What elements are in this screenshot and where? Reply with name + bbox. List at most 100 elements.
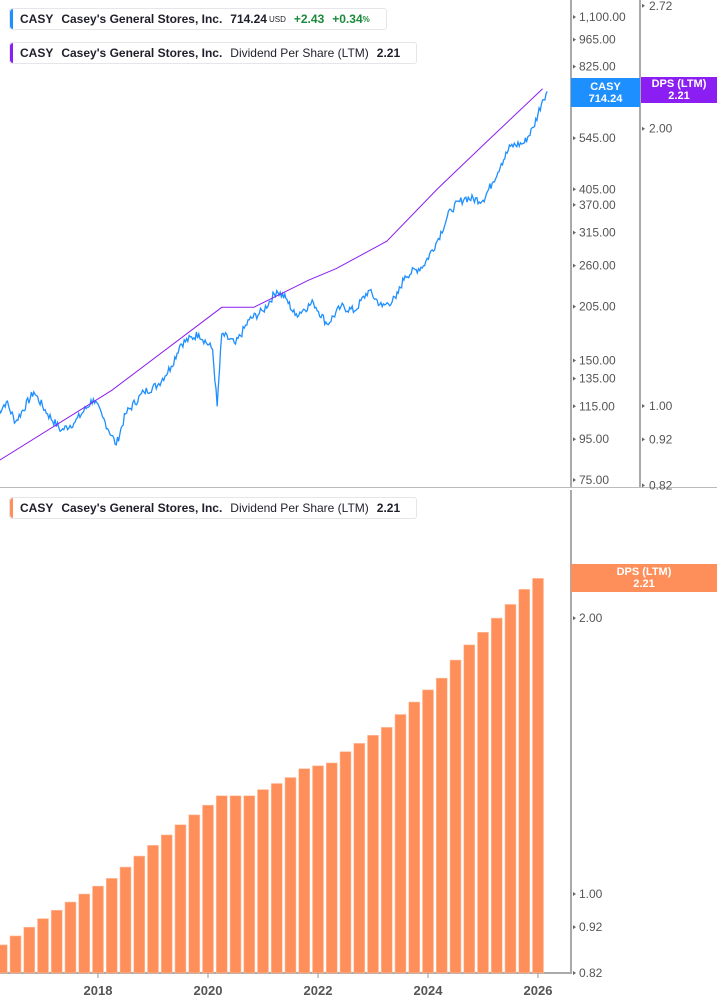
dps-badge-top: DPS (LTM) 2.21: [641, 77, 717, 103]
dps-bar: [367, 734, 379, 974]
tick-marker: [573, 404, 576, 409]
price-line: [0, 91, 548, 446]
legend-metric: Dividend Per Share (LTM): [230, 501, 369, 515]
dps-bar: [449, 659, 462, 974]
price-tick-label: 315.00: [579, 226, 616, 240]
dps-bottom-tick-label: 0.92: [579, 920, 603, 934]
legend-ticker: CASY: [20, 46, 54, 60]
dps-badge-label: DPS (LTM): [616, 566, 672, 578]
price-tick-label: 260.00: [579, 259, 616, 273]
tick-marker: [642, 126, 645, 131]
dps-bar: [339, 751, 352, 974]
dps-legend-bottom[interactable]: CASY Casey's General Stores, Inc. Divide…: [9, 497, 418, 519]
dps-bar: [188, 814, 201, 974]
dps-bar: [147, 845, 159, 974]
dps-badge-value: 2.21: [633, 578, 655, 590]
dps-bar: [353, 743, 366, 974]
dps-bar: [64, 901, 77, 974]
dps-bar: [78, 893, 91, 974]
dps-badge-value: 2.21: [668, 90, 690, 102]
price-legend[interactable]: CASY Casey's General Stores, Inc. 714.24…: [9, 8, 387, 30]
legend-price: 714.24: [230, 12, 267, 26]
price-tick-label: 405.00: [579, 182, 616, 196]
price-tick-label: 1,100.00: [579, 10, 626, 24]
time-tick-label: 2018: [84, 983, 113, 998]
tick-marker: [573, 437, 576, 442]
dps-badge-bottom: DPS (LTM) 2.21: [571, 564, 717, 592]
dps-bar: [215, 795, 228, 974]
dps-bar: [435, 677, 448, 974]
tick-marker: [573, 304, 576, 309]
dps-bar: [160, 834, 173, 974]
dps-bar: [380, 727, 393, 974]
dps-bar: [518, 589, 531, 974]
series-color-marker: [10, 43, 13, 63]
dps-bar: [532, 578, 544, 974]
tick-marker: [573, 136, 576, 141]
dps-tick-label: 2.72: [649, 0, 673, 13]
price-badge-ticker: CASY: [590, 80, 621, 93]
series-color-marker: [10, 9, 13, 29]
dps-tick-label: 1.00: [649, 399, 673, 413]
dps-bar: [105, 878, 118, 974]
dps-bar: [50, 909, 63, 974]
legend-metric: Dividend Per Share (LTM): [230, 46, 369, 60]
dps-bar: [119, 866, 132, 974]
dps-bottom-tick-label: 2.00: [579, 611, 603, 625]
price-tick-label: 150.00: [579, 354, 616, 368]
time-tick-label: 2026: [524, 983, 553, 998]
dps-bottom-tick-label: 0.82: [579, 966, 603, 980]
dps-bar: [298, 768, 311, 974]
dps-bar: [325, 762, 338, 974]
tick-marker: [573, 15, 576, 20]
dps-bar: [257, 789, 269, 974]
tick-marker: [573, 230, 576, 235]
dps-bar: [477, 632, 489, 974]
tick-marker: [573, 478, 576, 482]
price-tick-label: 75.00: [579, 473, 609, 487]
price-tick-label: 545.00: [579, 131, 616, 145]
tick-marker: [573, 187, 576, 192]
series-color-marker: [10, 498, 13, 518]
tick-marker: [573, 616, 576, 621]
legend-pct-sign: %: [362, 14, 370, 24]
dps-bar: [0, 944, 8, 974]
dps-tick-label: 0.82: [649, 478, 673, 492]
legend-value: 2.21: [376, 501, 401, 515]
legend-currency: USD: [268, 14, 286, 24]
tick-marker: [642, 3, 645, 8]
legend-company: Casey's General Stores, Inc.: [61, 46, 223, 60]
dps-bar: [312, 765, 324, 974]
dps-tick-label: 0.92: [649, 432, 673, 446]
legend-value: 2.21: [376, 46, 401, 60]
price-tick-label: 965.00: [579, 33, 616, 47]
tick-marker: [573, 970, 576, 975]
dps-bar: [202, 804, 214, 974]
dps-bar: [422, 689, 434, 974]
dps-bar: [408, 701, 421, 974]
price-tick-label: 205.00: [579, 300, 616, 314]
legend-change-pct: +0.34: [332, 12, 363, 26]
legend-change: +2.43: [293, 12, 325, 26]
dps-legend-top[interactable]: CASY Casey's General Stores, Inc. Divide…: [9, 42, 418, 64]
price-tick-label: 135.00: [579, 372, 616, 386]
tick-marker: [573, 892, 576, 896]
price-tick-label: 115.00: [579, 399, 615, 413]
dps-bar: [92, 885, 104, 974]
price-tick-label: 95.00: [579, 432, 609, 446]
dps-line: [0, 88, 543, 461]
tick-marker: [642, 437, 645, 442]
time-tick-label: 2020: [194, 983, 223, 998]
dps-bar: [229, 795, 242, 974]
dps-bar: [394, 714, 407, 974]
tick-marker: [642, 483, 645, 488]
legend-ticker: CASY: [20, 501, 54, 515]
legend-company: Casey's General Stores, Inc.: [61, 12, 223, 26]
time-tick-label: 2024: [414, 983, 444, 998]
dps-bar: [23, 926, 36, 974]
dps-bar: [243, 795, 256, 974]
dps-bar: [133, 855, 146, 974]
tick-marker: [573, 37, 576, 42]
legend-company: Casey's General Stores, Inc.: [61, 501, 223, 515]
